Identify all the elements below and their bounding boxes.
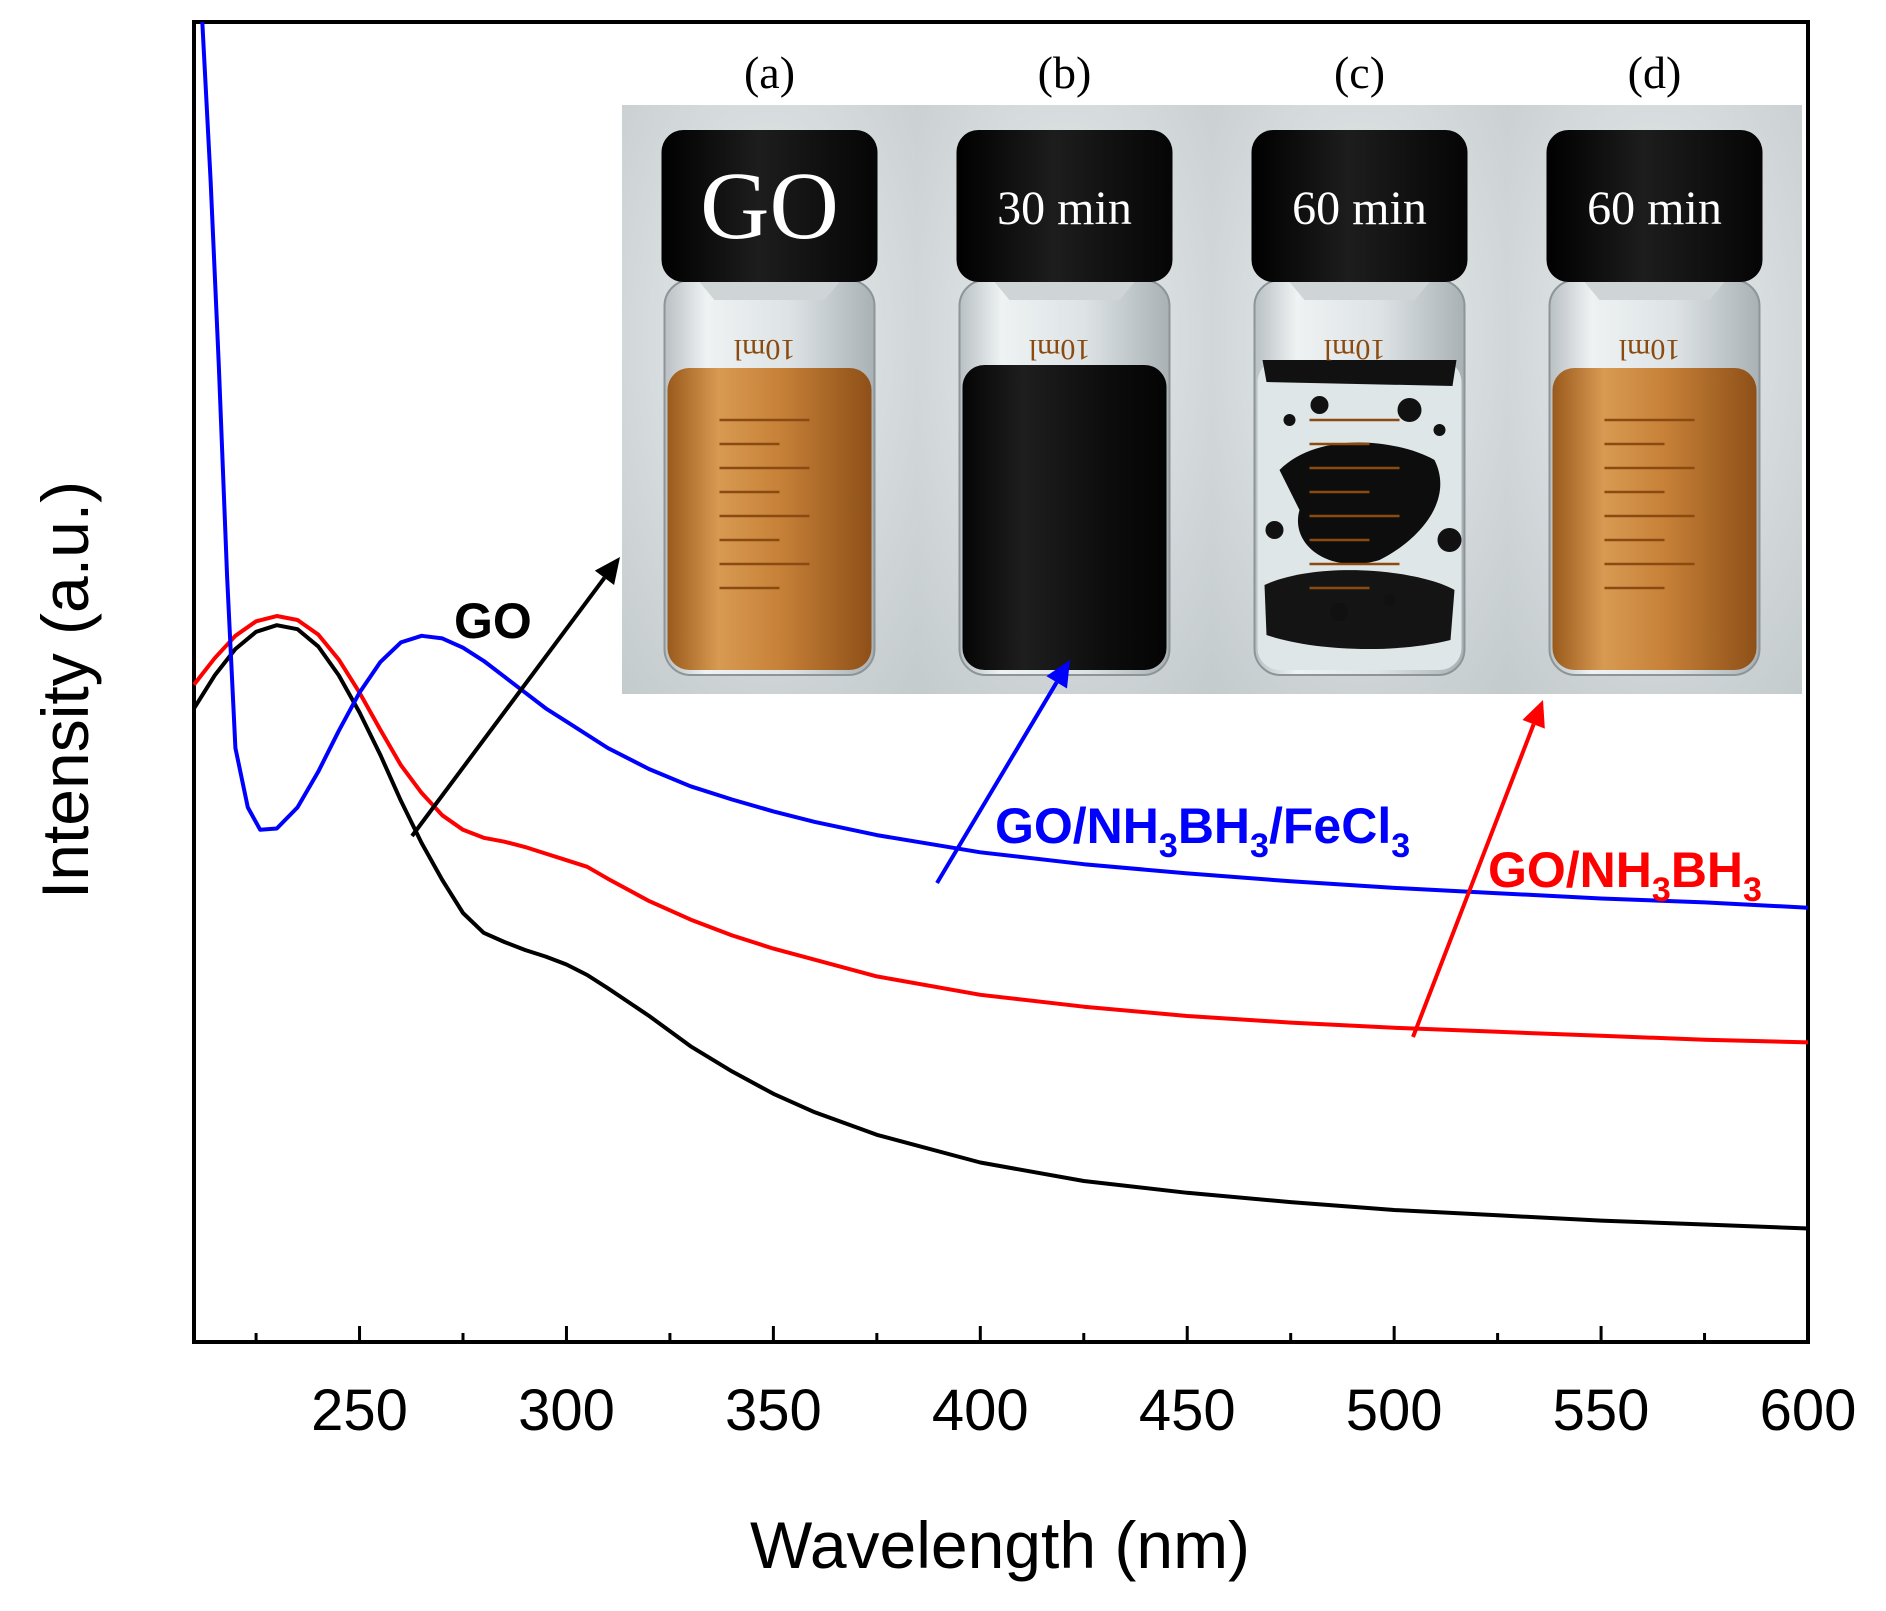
flake <box>1265 521 1284 539</box>
go-label: GO <box>454 593 532 649</box>
x-tick-label: 300 <box>518 1378 615 1443</box>
x-ticks <box>254 1326 1810 1342</box>
vial-panel-c: 10ml 60 min <box>1212 105 1507 694</box>
flake <box>1397 398 1422 422</box>
flake <box>1437 528 1462 552</box>
vial-volume-marking: 10ml <box>1324 333 1386 366</box>
arrow-go-to-vial-a <box>410 557 620 838</box>
x-tick-label: 400 <box>932 1378 1029 1443</box>
flake <box>1383 594 1396 606</box>
vial-panel-d: 10ml 60 min <box>1507 105 1802 694</box>
flake <box>1310 396 1329 414</box>
flake <box>1433 424 1446 436</box>
arrow-reduced-to-vial-d <box>1411 700 1545 1038</box>
series-line-go-nh3bh3-fecl3 <box>200 21 1809 910</box>
cap-label: 30 min <box>997 182 1132 235</box>
x-tick-label: 550 <box>1553 1378 1650 1443</box>
vial-cap <box>661 130 878 282</box>
vial-cap <box>956 130 1173 282</box>
vial-volume-marking: 10ml <box>1619 333 1681 366</box>
vial-panel-b: 10ml 30 min <box>917 105 1212 694</box>
vial-volume-marking: 10ml <box>1029 333 1091 366</box>
vial-neck <box>1584 282 1725 300</box>
panel-label: (b) <box>1038 47 1092 98</box>
vial-liquid <box>962 365 1167 670</box>
panel-label: (c) <box>1334 47 1385 98</box>
vial-neck <box>994 282 1135 300</box>
x-tick-label: 500 <box>1346 1378 1443 1443</box>
arrow-fecl3-to-vial-c <box>935 660 1070 885</box>
x-tick-label: 450 <box>1139 1378 1236 1443</box>
fecl3-label: GO/NH3BH3/FeCl3 <box>995 798 1410 865</box>
x-tick-label: 350 <box>725 1378 822 1443</box>
vial-volume-marking: 10ml <box>734 333 796 366</box>
flake-layer <box>1262 360 1457 386</box>
flake-sediment <box>1264 570 1455 650</box>
series-layer <box>192 21 1809 1231</box>
flake-cluster <box>1279 442 1441 564</box>
series-line-go <box>192 623 1809 1231</box>
x-tick-labels: 250 300 350 400 450 500 550 600 <box>311 1378 1856 1443</box>
vial-cap <box>1251 130 1468 282</box>
vial-neck <box>699 282 840 300</box>
series-line-go-nh3bh3 <box>192 614 1809 1045</box>
vial-neck <box>1289 282 1430 300</box>
panel-label: (a) <box>744 47 795 98</box>
x-tick-label: 600 <box>1760 1378 1857 1443</box>
vial-panel-a: 10ml GO <box>622 105 917 694</box>
flake <box>1283 414 1296 426</box>
reduced-label: GO/NH3BH3 <box>1488 842 1762 909</box>
x-axis-title: Wavelength (nm) <box>750 1508 1250 1582</box>
cap-label: 60 min <box>1587 182 1722 235</box>
cap-label: GO <box>700 152 839 259</box>
vial-photo-inset: 10ml GO (a) 10ml 30 min (b) 10ml 60 min (c) 10ml 6… <box>622 47 1802 694</box>
x-tick-label: 250 <box>311 1378 408 1443</box>
vial-liquid <box>1552 368 1757 670</box>
y-axis-title: Intensity (a.u.) <box>28 481 102 899</box>
vial-cap <box>1546 130 1763 282</box>
vial-liquid <box>667 368 872 670</box>
cap-label: 60 min <box>1292 182 1427 235</box>
flake <box>1330 603 1349 621</box>
panel-label: (d) <box>1628 47 1682 98</box>
annotation-arrows <box>410 557 1545 1038</box>
